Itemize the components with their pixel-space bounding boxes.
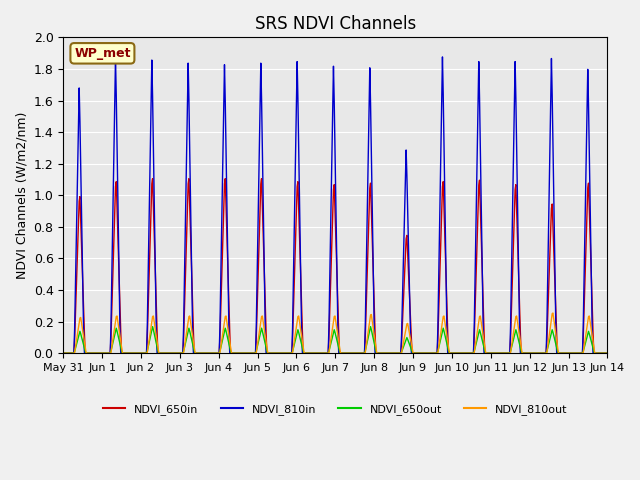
Y-axis label: NDVI Channels (W/m2/nm): NDVI Channels (W/m2/nm) (15, 111, 28, 279)
NDVI_650out (604, 350, 611, 356)
NDVI_810out (60, 350, 67, 356)
NDVI_810out (69, 350, 77, 356)
NDVI_810in (60, 350, 67, 356)
NDVI_810out (549, 310, 557, 316)
Line: NDVI_810in: NDVI_810in (63, 57, 607, 353)
Line: NDVI_810out: NDVI_810out (63, 313, 607, 353)
NDVI_650out (403, 337, 410, 343)
NDVI_650in (403, 236, 410, 242)
Title: SRS NDVI Channels: SRS NDVI Channels (255, 15, 416, 33)
NDVI_650in (418, 350, 426, 356)
NDVI_650in (125, 350, 133, 356)
Line: NDVI_650out: NDVI_650out (63, 326, 607, 353)
NDVI_650in (181, 284, 189, 289)
NDVI_810out (604, 350, 611, 356)
NDVI_650out (181, 342, 189, 348)
NDVI_810in (125, 350, 133, 356)
NDVI_650out (60, 350, 67, 356)
Legend: NDVI_650in, NDVI_810in, NDVI_650out, NDVI_810out: NDVI_650in, NDVI_810in, NDVI_650out, NDV… (99, 400, 572, 420)
NDVI_650out (210, 350, 218, 356)
NDVI_650in (69, 350, 77, 356)
NDVI_810out (180, 345, 188, 350)
NDVI_810in (417, 350, 425, 356)
NDVI_650out (125, 350, 133, 356)
NDVI_810out (209, 350, 217, 356)
NDVI_810in (604, 350, 611, 356)
NDVI_810in (180, 280, 188, 286)
NDVI_650in (60, 350, 67, 356)
NDVI_650in (210, 350, 218, 356)
NDVI_650out (418, 350, 426, 356)
Text: WP_met: WP_met (74, 47, 131, 60)
NDVI_810out (401, 329, 409, 335)
NDVI_810out (125, 350, 133, 356)
NDVI_810in (69, 350, 77, 356)
NDVI_810in (209, 350, 217, 356)
NDVI_810in (438, 54, 446, 60)
NDVI_650in (604, 350, 611, 356)
NDVI_810out (417, 350, 425, 356)
NDVI_650out (148, 324, 156, 329)
NDVI_650in (148, 176, 156, 181)
NDVI_810in (401, 178, 409, 184)
NDVI_650out (69, 350, 77, 356)
Line: NDVI_650in: NDVI_650in (63, 179, 607, 353)
